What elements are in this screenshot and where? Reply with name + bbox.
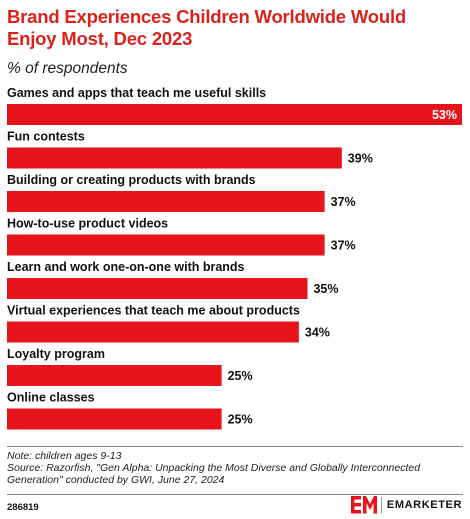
bar bbox=[7, 191, 325, 212]
category-label: Online classes bbox=[7, 391, 95, 405]
brand-name: EMARKETER bbox=[386, 499, 462, 511]
category-label: Loyalty program bbox=[7, 347, 105, 361]
footer-divider bbox=[7, 446, 463, 447]
value-label: 34% bbox=[305, 326, 330, 340]
bar bbox=[7, 147, 342, 169]
brand-logo: EMARKETER bbox=[350, 496, 462, 514]
bar bbox=[7, 365, 222, 386]
footer-divider-bottom bbox=[7, 494, 463, 495]
value-label: 37% bbox=[331, 195, 356, 209]
bar-chart: Games and apps that teach me useful skil… bbox=[7, 86, 462, 430]
chart-title: Brand Experiences Children Worldwide Wou… bbox=[7, 6, 407, 49]
category-label: Virtual experiences that teach me about … bbox=[7, 304, 300, 318]
chart-subtitle: % of respondents bbox=[7, 60, 128, 77]
category-label: Learn and work one-on-one with brands bbox=[7, 260, 245, 274]
category-label: How-to-use product videos bbox=[7, 217, 168, 231]
bar bbox=[7, 234, 325, 256]
bar bbox=[7, 278, 308, 299]
bar bbox=[7, 321, 299, 343]
brand-separator bbox=[380, 497, 382, 513]
chart-note: Note: children ages 9-13 bbox=[7, 450, 122, 462]
value-label: 39% bbox=[348, 152, 373, 166]
chart-source: Source: Razorfish, "Gen Alpha: Unpacking… bbox=[7, 462, 421, 486]
value-label: 25% bbox=[228, 413, 253, 427]
value-label: 35% bbox=[313, 282, 338, 296]
value-label: 37% bbox=[331, 239, 356, 253]
category-label: Fun contests bbox=[7, 130, 85, 144]
category-label: Games and apps that teach me useful skil… bbox=[7, 86, 266, 100]
em-logo-icon bbox=[350, 496, 377, 514]
value-label: 53% bbox=[432, 108, 457, 122]
bar bbox=[7, 104, 462, 125]
bar bbox=[7, 408, 222, 430]
category-label: Building or creating products with brand… bbox=[7, 173, 256, 187]
chart-id: 286819 bbox=[7, 502, 39, 513]
value-label: 25% bbox=[228, 369, 253, 383]
